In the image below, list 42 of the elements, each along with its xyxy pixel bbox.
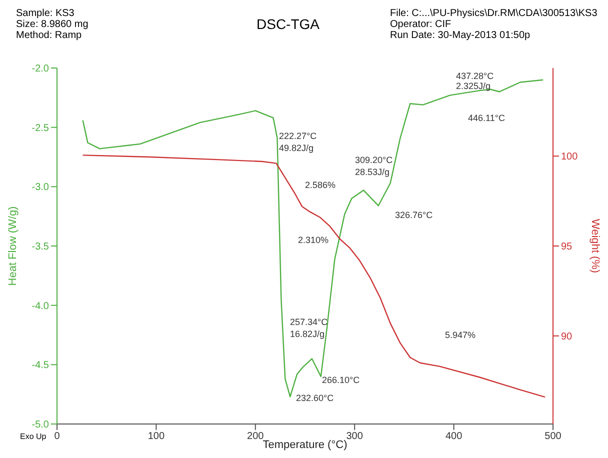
y-axis-title: Heat Flow (W/g) [6,206,19,286]
annotation: 446.11°C [468,113,505,123]
y-tick-label: -3.0 [32,182,50,194]
y-tick-label: -2.0 [32,64,50,75]
y-tick-label: -4.5 [32,360,50,372]
text: Exo Up [20,432,46,441]
annotation: 257.34°C [290,317,328,327]
chart-title: DSC-TGA [256,16,320,32]
y-tick-label: -3.5 [32,242,50,253]
y2-tick-label: 95 [561,242,573,253]
annotation: 222.27°C [279,131,317,141]
text: File: C:...\PU-Physics\Dr.RM\CDA\300513\KS3 [390,8,598,19]
text: Operator: CIF [390,19,452,30]
y2-tick-label: 100 [561,152,578,163]
annotation: 2.586% [305,180,336,190]
text: Size: 8.9860 mg [16,19,88,30]
y2-axis-title: Weight (%) [589,218,602,274]
text: Run Date: 30-May-2013 01:50p [390,30,532,41]
annotation: 2.310% [298,235,329,245]
x-tick-label: 100 [148,431,165,442]
annotation: 49.82J/g [279,143,314,153]
annotation: 437.28°C [456,71,494,81]
x-tick-label: 400 [445,431,463,442]
y-tick-label: -5.0 [32,420,50,431]
y-tick-label: -2.5 [32,122,50,134]
annotation: 28.53J/g [355,167,390,177]
x-tick-label: 0 [54,431,60,442]
text: Method: Ramp [16,30,83,41]
annotation: 232.60°C [296,393,334,403]
x-tick-label: 500 [544,431,562,442]
annotation: 5.947% [445,330,476,340]
x-tick-label: 300 [346,431,364,442]
annotation: 2.325J/g [456,81,491,91]
y2-tick-label: 90 [561,331,573,342]
annotation: 266.10°C [322,375,360,385]
annotation: 309.20°C [355,155,393,165]
y-tick-label: -4.0 [32,300,50,312]
x-axis-title: Temperature (°C) [262,439,348,451]
annotation: 326.76°C [395,210,433,220]
annotation: 16.82J/g [290,329,325,339]
x-tick-label: 200 [247,431,264,442]
text: Sample: KS3 [16,8,76,19]
